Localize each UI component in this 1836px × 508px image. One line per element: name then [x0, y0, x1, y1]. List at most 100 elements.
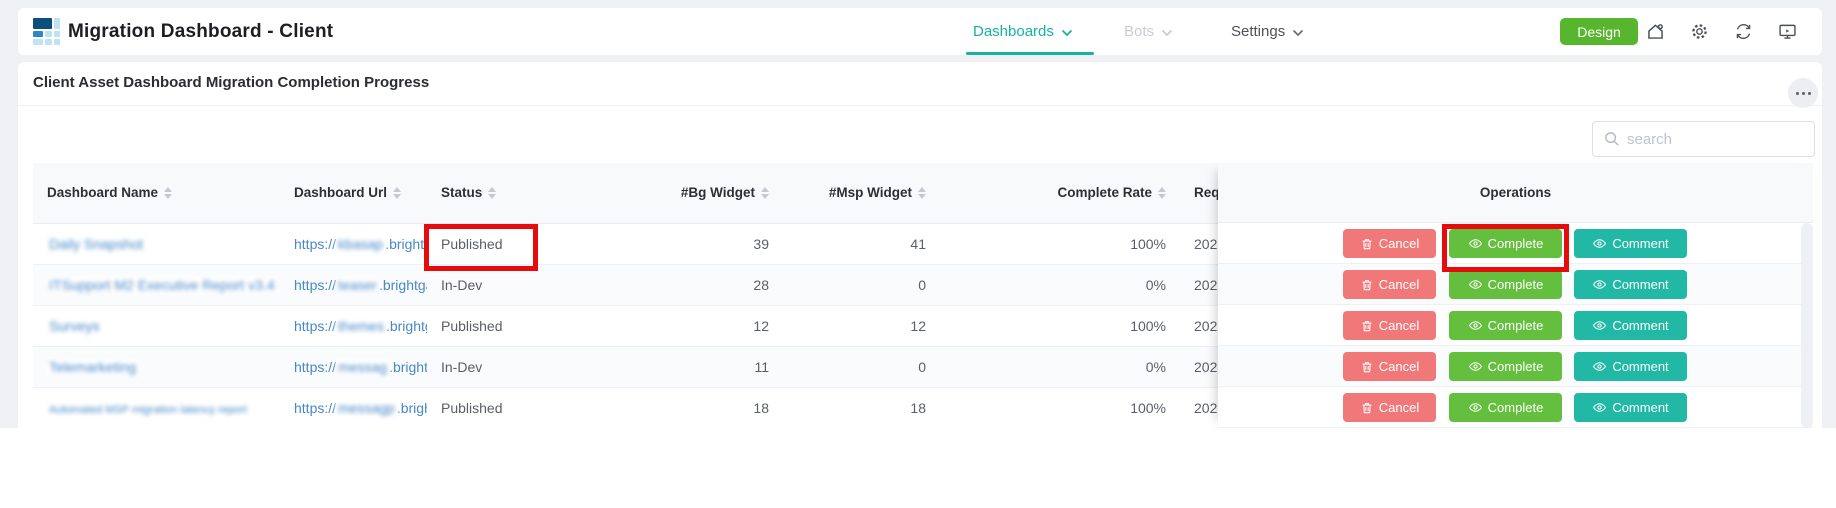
complete-button[interactable]: Complete [1449, 352, 1562, 381]
sort-icon [918, 186, 926, 199]
operations-pinned-column: Operations Cancel Complete Comment [1218, 163, 1813, 428]
status-cell: Published [427, 387, 620, 428]
operations-row: Cancel Complete Comment [1218, 305, 1813, 346]
dashboard-name-link[interactable]: Surveys [47, 317, 102, 334]
nav-dashboards[interactable]: Dashboards [973, 8, 1073, 55]
sort-icon [488, 186, 497, 199]
complete-rate-cell: 100% [940, 387, 1180, 428]
msp-widget-cell: 12 [783, 305, 940, 347]
eye-icon [1593, 403, 1607, 412]
operations-row: Cancel Complete Comment [1218, 223, 1813, 264]
msp-widget-cell: 0 [783, 346, 940, 388]
nav-settings[interactable]: Settings [1231, 8, 1304, 55]
cancel-button[interactable]: Cancel [1343, 352, 1436, 381]
comment-button[interactable]: Comment [1574, 311, 1687, 340]
trash-icon [1362, 402, 1372, 413]
bg-widget-cell: 28 [620, 264, 783, 306]
comment-button[interactable]: Comment [1574, 393, 1687, 422]
operations-row: Cancel Complete Comment [1218, 264, 1813, 305]
dashboard-url-link[interactable]: https://themes.brightgauge.com [294, 317, 427, 334]
sort-icon [393, 186, 402, 199]
content-card: Client Asset Dashboard Migration Complet… [18, 62, 1822, 428]
chevron-down-icon [1161, 29, 1173, 37]
eye-icon [1593, 321, 1607, 330]
cancel-button[interactable]: Cancel [1343, 270, 1436, 299]
complete-rate-cell: 0% [940, 264, 1180, 306]
home-add-icon[interactable] [1645, 21, 1666, 42]
col-header-dashboard-url[interactable]: Dashboard Url [280, 163, 427, 224]
vertical-scrollbar[interactable] [1801, 223, 1813, 428]
status-cell: In-Dev [427, 264, 620, 306]
cancel-button[interactable]: Cancel [1343, 393, 1436, 422]
chevron-down-icon [1292, 29, 1304, 37]
nav-bots-label: Bots [1124, 23, 1155, 40]
complete-button[interactable]: Complete [1449, 229, 1562, 258]
comment-button[interactable]: Comment [1574, 352, 1687, 381]
sort-icon [761, 186, 769, 199]
trash-icon [1362, 320, 1372, 331]
search-icon [1603, 130, 1621, 148]
eye-icon [1468, 362, 1482, 371]
active-nav-underline [966, 52, 1094, 55]
section-title: Client Asset Dashboard Migration Complet… [33, 74, 430, 91]
divider [18, 105, 1822, 106]
app-title: Migration Dashboard - Client [68, 20, 334, 42]
nav-bots[interactable]: Bots [1124, 8, 1173, 55]
ellipsis-icon [1795, 91, 1799, 95]
toolbar-icons [1645, 21, 1798, 42]
dashboard-url-link[interactable]: https://messag.brightgauge.com [294, 358, 427, 375]
status-cell: Published [427, 223, 620, 265]
dashboard-url-link[interactable]: https://messagp.brightgauge.com [294, 399, 427, 416]
bg-widget-cell: 18 [620, 387, 783, 428]
nav-settings-label: Settings [1231, 23, 1286, 40]
cancel-button[interactable]: Cancel [1343, 311, 1436, 340]
dashboard-url-link[interactable]: https://teaser.brightgauge.com [294, 276, 427, 293]
complete-button[interactable]: Complete [1449, 270, 1562, 299]
col-header-complete-rate[interactable]: Complete Rate [940, 163, 1180, 224]
gear-icon[interactable] [1689, 21, 1710, 42]
top-bar: Migration Dashboard - Client Dashboards … [18, 8, 1822, 55]
msp-widget-cell: 0 [783, 264, 940, 306]
more-options-button[interactable] [1788, 78, 1818, 108]
dashboard-url-link[interactable]: https://kbasap.brightgauge.com [294, 235, 427, 252]
msp-widget-cell: 41 [783, 223, 940, 265]
screen-icon[interactable] [1777, 21, 1798, 42]
cancel-button[interactable]: Cancel [1343, 229, 1436, 258]
status-cell: Published [427, 305, 620, 347]
dashboard-name-link[interactable]: ITSupport M2 Executive Report v3.4 [47, 276, 277, 293]
complete-rate-cell: 100% [940, 305, 1180, 347]
dashboard-name-link[interactable]: Daily Snapshot [47, 235, 146, 252]
operations-row: Cancel Complete Comment [1218, 346, 1813, 387]
trash-icon [1362, 238, 1372, 249]
col-header-msp-widget[interactable]: #Msp Widget [783, 163, 940, 224]
complete-button[interactable]: Complete [1449, 393, 1562, 422]
col-header-operations: Operations [1218, 163, 1813, 223]
design-button[interactable]: Design [1560, 18, 1638, 45]
trash-icon [1362, 361, 1372, 372]
sort-icon [164, 186, 173, 199]
comment-button[interactable]: Comment [1574, 229, 1687, 258]
eye-icon [1468, 239, 1482, 248]
sort-icon [1158, 186, 1166, 199]
app-viewport: Migration Dashboard - Client Dashboards … [0, 0, 1836, 428]
col-header-dashboard-name[interactable]: Dashboard Name [33, 163, 280, 224]
dashboard-name-link[interactable]: Automated MSP migration latency report [47, 403, 249, 416]
trash-icon [1362, 279, 1372, 290]
bg-widget-cell: 11 [620, 346, 783, 388]
sync-icon[interactable] [1733, 21, 1754, 42]
nav-dashboards-label: Dashboards [973, 23, 1054, 40]
search-input[interactable] [1592, 121, 1815, 157]
complete-rate-cell: 100% [940, 223, 1180, 265]
dashboard-name-link[interactable]: Telemarketing [47, 358, 139, 375]
bg-widget-cell: 39 [620, 223, 783, 265]
operations-row: Cancel Complete Comment [1218, 387, 1813, 428]
complete-button[interactable]: Complete [1449, 311, 1562, 340]
eye-icon [1468, 280, 1482, 289]
eye-icon [1468, 403, 1482, 412]
comment-button[interactable]: Comment [1574, 270, 1687, 299]
col-header-status[interactable]: Status [427, 163, 620, 224]
eye-icon [1593, 239, 1607, 248]
chevron-down-icon [1061, 29, 1073, 37]
col-header-bg-widget[interactable]: #Bg Widget [620, 163, 783, 224]
